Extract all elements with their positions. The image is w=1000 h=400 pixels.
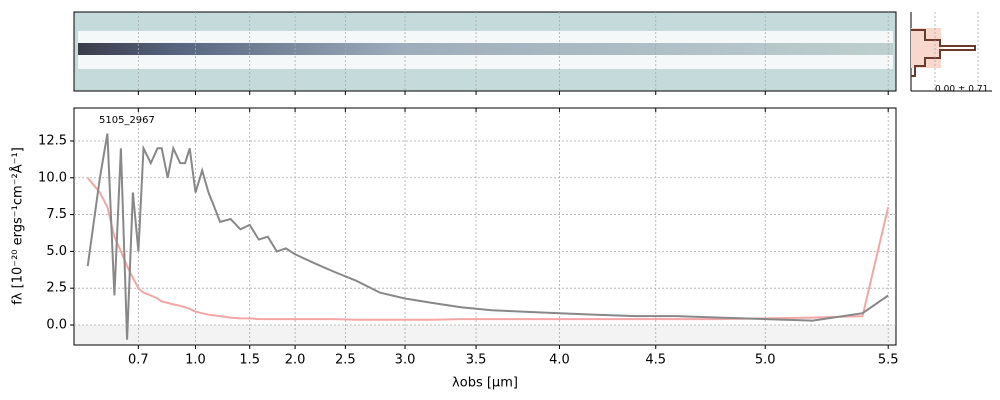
x-tick-label: 2.5: [335, 353, 356, 368]
y-axis-label: fλ [10⁻²⁰ ergs⁻¹cm⁻²Å⁻¹]: [10, 147, 26, 305]
plot-area: [86, 133, 890, 340]
object-label: 5105_2967: [99, 115, 155, 126]
zero-band: [74, 325, 896, 345]
hist-label: 0.00 ± 0.71: [935, 85, 988, 95]
x-tick-label: 4.0: [549, 353, 570, 368]
x-tick-label: 1.0: [185, 353, 206, 368]
x-tick-label: 5.0: [755, 353, 776, 368]
y-tick-label: 5.0: [46, 244, 67, 259]
x-tick-label: 3.5: [466, 353, 487, 368]
y-tick-label: 0.0: [46, 317, 67, 332]
plot-frame: [73, 107, 897, 346]
spectrum-2d: [73, 11, 897, 92]
x-tick-label: 2.0: [285, 353, 306, 368]
y-tick-label: 7.5: [46, 207, 67, 222]
x-tick-label: 0.7: [128, 353, 149, 368]
y-tick-label: 10.0: [38, 170, 67, 185]
y-tick-label: 2.5: [46, 281, 67, 296]
x-tick-label: 1.5: [239, 353, 260, 368]
histogram-panel: 0.00 ± 0.71: [910, 12, 992, 95]
spectrum-line: [86, 133, 889, 340]
x-tick-label: 3.0: [395, 353, 416, 368]
x-tick-label: 4.5: [645, 353, 666, 368]
x-tick-label: 5.5: [878, 353, 899, 368]
y-tick-label: 12.5: [38, 133, 67, 148]
spectrum-line: [86, 177, 890, 321]
x-axis-label: λobs [μm]: [452, 376, 518, 391]
